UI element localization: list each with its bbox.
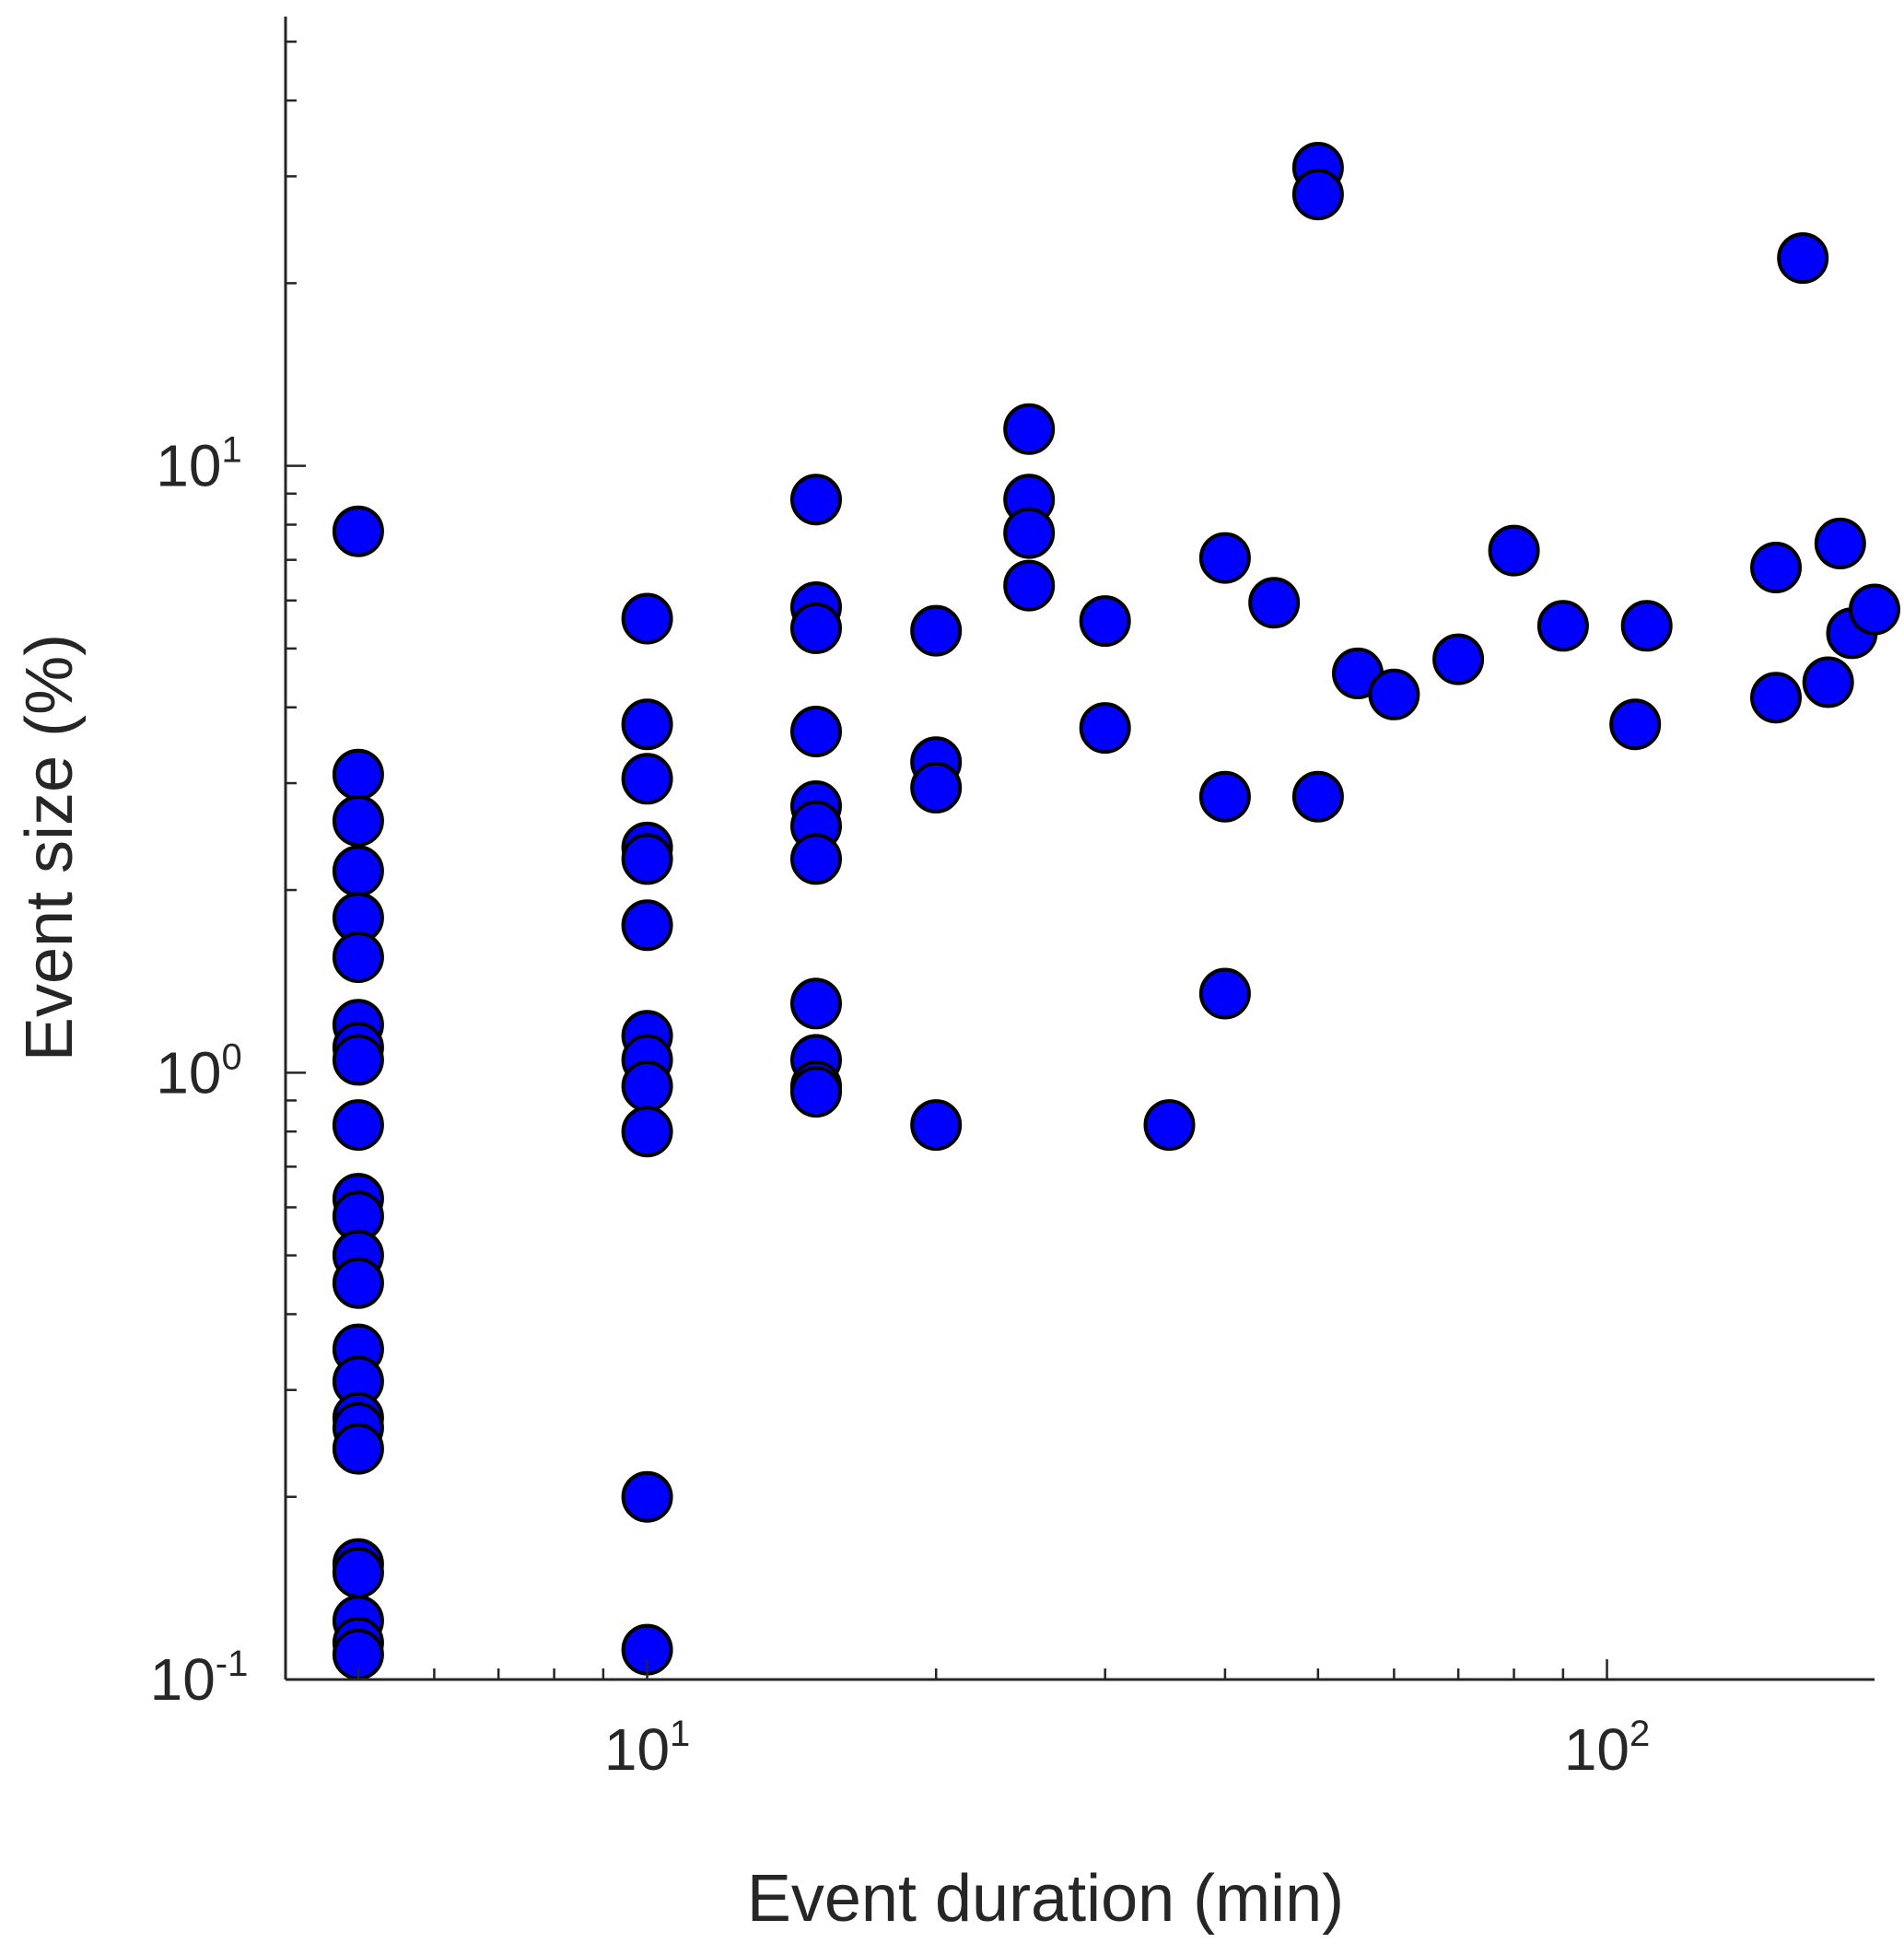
data-point <box>790 1066 842 1118</box>
data-point <box>1198 770 1251 823</box>
data-point <box>1003 559 1056 612</box>
axis-ticks <box>286 41 1608 1681</box>
data-point <box>332 1034 384 1086</box>
data-point <box>790 474 842 526</box>
y-tick-label: 10-1 <box>150 1644 249 1713</box>
data-point <box>332 931 384 983</box>
data-point <box>790 977 842 1030</box>
data-point <box>332 505 384 557</box>
data-point <box>790 602 842 654</box>
data-point <box>621 1060 673 1112</box>
data-point <box>621 698 673 751</box>
data-point <box>790 706 842 757</box>
data-point <box>621 833 673 885</box>
data-point <box>332 845 384 897</box>
data-point <box>332 1547 384 1598</box>
data-point <box>1079 702 1131 755</box>
data-point <box>1849 583 1900 636</box>
data-point <box>790 833 842 885</box>
data-point <box>332 748 384 801</box>
data-point <box>1609 698 1662 751</box>
x-tick-label: 101 <box>604 1714 690 1783</box>
data-point <box>910 1099 963 1152</box>
data-point <box>1802 656 1854 708</box>
data-point <box>1079 595 1131 648</box>
data-point <box>621 1106 673 1158</box>
data-point <box>621 592 673 645</box>
x-tick-label: 102 <box>1564 1714 1650 1783</box>
data-point <box>1777 232 1829 285</box>
data-point <box>1536 600 1589 652</box>
data-point <box>332 1257 384 1309</box>
data-point <box>1003 403 1056 455</box>
data-point <box>1003 507 1056 559</box>
data-point <box>1620 600 1673 652</box>
data-point <box>1248 577 1301 629</box>
data-point <box>1750 542 1802 593</box>
data-points <box>332 142 1900 1680</box>
y-axis-label: Event size (%) <box>13 634 87 1061</box>
y-tick-label: 100 <box>156 1036 241 1106</box>
data-point <box>1432 633 1485 685</box>
data-point <box>621 1470 673 1523</box>
y-tick-label: 101 <box>156 430 241 499</box>
data-point <box>621 753 673 805</box>
data-point <box>332 795 384 847</box>
data-point <box>1143 1099 1196 1152</box>
data-point <box>1291 169 1344 221</box>
x-axis-label: Event duration (min) <box>747 1862 1344 1936</box>
data-point <box>332 1422 384 1475</box>
data-point <box>1198 532 1251 584</box>
tick-labels: 10-1 100 101 101 102 <box>150 430 1651 1783</box>
data-point <box>1814 517 1866 569</box>
data-point <box>1198 967 1251 1020</box>
data-point <box>1488 524 1540 577</box>
data-point <box>621 899 673 952</box>
data-point <box>910 604 963 657</box>
data-point <box>332 1099 384 1152</box>
data-point <box>1291 770 1344 823</box>
data-point <box>910 761 963 813</box>
data-point <box>1368 668 1420 720</box>
data-point <box>1750 672 1802 724</box>
